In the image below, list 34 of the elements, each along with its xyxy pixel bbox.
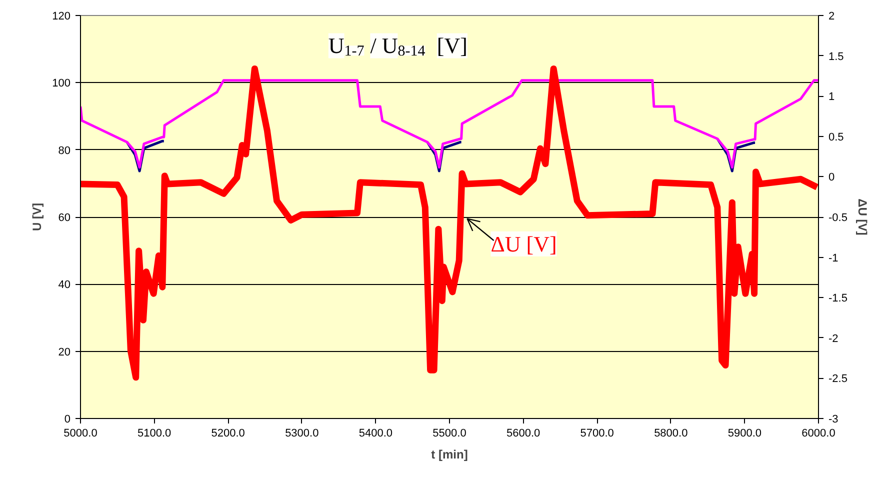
y2-tick-label: -1.5 xyxy=(828,292,848,305)
y2-tick-label: 1 xyxy=(828,91,835,104)
x-tick-label: 5000.0 xyxy=(64,428,98,440)
annotation: ΔU [V] xyxy=(490,231,557,256)
x-tick-label: 6000.0 xyxy=(802,428,836,440)
x-tick-label: 5300.0 xyxy=(285,428,319,440)
y-tick-label: 80 xyxy=(58,144,71,157)
y2-tick-label: -2 xyxy=(828,332,838,345)
x-tick-label: 5500.0 xyxy=(432,428,466,440)
x-tick-label: 5700.0 xyxy=(580,428,614,440)
y-tick-label: 100 xyxy=(52,78,71,90)
y2-tick-label: -1 xyxy=(828,252,838,264)
line-series xyxy=(80,79,818,169)
y2-tick-label: 0.5 xyxy=(828,131,844,144)
y2-tick-label: 1.5 xyxy=(828,50,844,63)
x-tick-label: 5400.0 xyxy=(358,428,393,440)
y2-tick-label: 2 xyxy=(828,10,835,22)
y-tick-label: 0 xyxy=(64,414,71,426)
x-axis-title: t [min] xyxy=(431,448,468,462)
y-axis-title: U [V] xyxy=(30,203,44,231)
y2-tick-label: 0 xyxy=(828,172,835,184)
y2-tick-label: -3 xyxy=(828,414,838,426)
y-tick-label: 120 xyxy=(52,10,71,22)
x-tick-label: 5200.0 xyxy=(211,428,245,440)
x-tick-label: 5800.0 xyxy=(654,428,688,440)
x-tick-label: 5100.0 xyxy=(137,428,172,440)
x-tick-label: 5600.0 xyxy=(506,428,540,440)
x-tick-label: 5900.0 xyxy=(728,428,762,440)
y-tick-label: 20 xyxy=(58,346,71,358)
y2-tick-label: -0.5 xyxy=(828,212,848,224)
y-tick-label: 40 xyxy=(58,279,71,292)
y2-axis-title: ΔU [V] xyxy=(855,198,870,236)
y-tick-label: 60 xyxy=(58,212,71,224)
y2-tick-label: -2.5 xyxy=(828,373,848,386)
